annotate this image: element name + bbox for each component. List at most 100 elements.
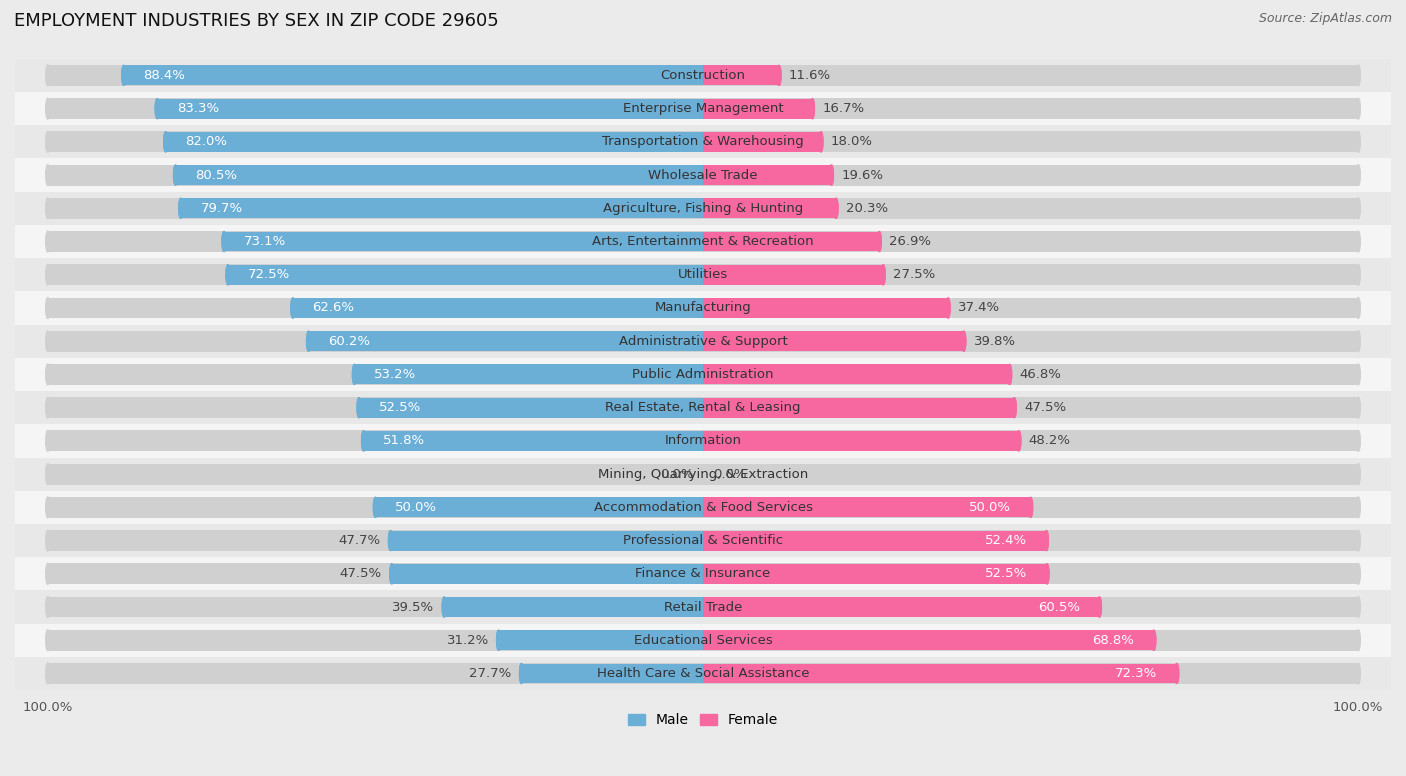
Circle shape [1017,431,1021,451]
Bar [292,298,703,318]
Circle shape [830,165,834,185]
Text: Arts, Entertainment & Recreation: Arts, Entertainment & Recreation [592,235,814,248]
Circle shape [155,99,159,119]
Bar [703,630,1154,650]
Circle shape [1357,563,1360,584]
Text: 80.5%: 80.5% [195,168,238,182]
Circle shape [1029,497,1032,518]
Bar [157,99,703,119]
Bar [48,165,1358,185]
Circle shape [962,331,966,352]
Circle shape [46,331,49,352]
Bar [48,65,1358,86]
Bar [48,530,1358,551]
Bar [15,490,1391,524]
Circle shape [520,663,523,684]
Bar [15,258,1391,291]
Bar [354,365,703,384]
Text: 46.8%: 46.8% [1019,368,1062,381]
Bar [48,297,1358,318]
Text: EMPLOYMENT INDUSTRIES BY SEX IN ZIP CODE 29605: EMPLOYMENT INDUSTRIES BY SEX IN ZIP CODE… [14,12,499,29]
Bar [15,591,1391,624]
Circle shape [46,431,49,452]
Circle shape [443,597,446,617]
Text: 50.0%: 50.0% [969,501,1011,514]
Circle shape [46,198,49,219]
Bar [391,531,703,550]
Circle shape [1357,497,1360,518]
Circle shape [1008,365,1012,384]
Circle shape [1012,397,1017,417]
Bar [392,564,703,584]
Text: Real Estate, Rental & Leasing: Real Estate, Rental & Leasing [605,401,801,414]
Bar [15,424,1391,458]
Bar [703,431,1019,451]
Circle shape [388,531,392,550]
Bar [48,198,1358,219]
Text: 72.5%: 72.5% [247,268,290,281]
Circle shape [818,132,823,152]
Bar [703,497,1031,518]
Circle shape [778,65,780,85]
Circle shape [1357,663,1360,684]
Circle shape [179,199,183,218]
Circle shape [1017,431,1021,451]
Circle shape [1357,331,1360,352]
Text: 51.8%: 51.8% [384,435,426,448]
Circle shape [46,463,49,484]
Bar [15,125,1391,158]
Circle shape [163,132,167,152]
Text: Wholesale Trade: Wholesale Trade [648,168,758,182]
Circle shape [877,231,882,251]
Bar [15,225,1391,258]
Circle shape [226,265,231,285]
Text: 18.0%: 18.0% [831,135,873,148]
Circle shape [46,663,49,684]
Bar [48,364,1358,385]
Bar [391,531,703,550]
Circle shape [1045,531,1049,550]
Circle shape [1152,630,1156,650]
Bar [48,563,1358,584]
Bar [15,391,1391,424]
Bar [444,597,703,617]
Text: Information: Information [665,435,741,448]
Text: 82.0%: 82.0% [186,135,228,148]
Bar [364,431,703,451]
Bar [15,92,1391,125]
Bar [48,630,1358,651]
Circle shape [1152,630,1156,650]
Bar [703,331,963,352]
Circle shape [1357,265,1360,286]
Text: Agriculture, Fishing & Hunting: Agriculture, Fishing & Hunting [603,202,803,215]
Circle shape [1175,663,1178,684]
Circle shape [1357,630,1360,651]
Text: 27.5%: 27.5% [893,268,935,281]
Bar [354,365,703,384]
Text: 73.1%: 73.1% [243,235,285,248]
Text: Construction: Construction [661,69,745,82]
Text: 62.6%: 62.6% [312,302,354,314]
Bar [703,564,1047,584]
Bar [48,98,1358,119]
Circle shape [46,630,49,651]
Circle shape [1357,165,1360,185]
Bar [48,331,1358,352]
Bar [176,165,703,185]
Bar [703,531,1046,550]
Circle shape [810,99,814,119]
Bar [703,531,1046,550]
Circle shape [1357,397,1360,418]
Text: 88.4%: 88.4% [143,69,186,82]
Text: Source: ZipAtlas.com: Source: ZipAtlas.com [1258,12,1392,25]
Text: 39.5%: 39.5% [392,601,434,614]
Bar [15,324,1391,358]
Text: 47.7%: 47.7% [339,534,381,547]
Text: Transportation & Warehousing: Transportation & Warehousing [602,135,804,148]
Bar [124,65,703,85]
Bar [15,458,1391,490]
Circle shape [291,298,295,318]
Bar [15,291,1391,324]
Circle shape [1098,597,1101,617]
Circle shape [882,265,886,285]
